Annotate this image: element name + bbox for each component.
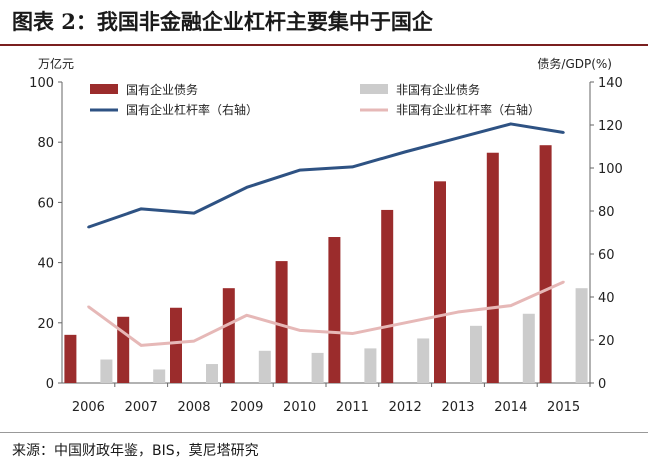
bar-non-soe-debt xyxy=(522,313,535,383)
chart-area: 0 20 40 60 80 100 0 20 40 60 80 100 120 140 万亿元 债务/GDP(… xyxy=(29,56,623,415)
point-non-soe-leverage xyxy=(456,310,460,314)
x-tick-label: 2010 xyxy=(283,400,316,415)
bar-non-soe-debt xyxy=(364,348,377,383)
bar-non-soe-debt xyxy=(311,352,324,383)
left-tick-label: 80 xyxy=(37,136,54,151)
right-tick-label: 120 xyxy=(598,119,623,134)
x-tick-label: 2006 xyxy=(72,400,105,415)
x-tick-label: 2007 xyxy=(125,400,158,415)
point-soe-leverage xyxy=(140,207,143,211)
bar-non-soe-debt xyxy=(417,338,430,383)
bar-non-soe-debt xyxy=(100,359,113,383)
bar-soe-debt xyxy=(170,307,182,383)
point-non-soe-leverage xyxy=(351,332,354,335)
right-tick-label: 60 xyxy=(598,248,615,263)
right-tick-label: 140 xyxy=(598,76,623,91)
legend-label: 国有企业债务 xyxy=(126,82,198,97)
legend-swatch xyxy=(90,84,118,94)
left-tick-label: 0 xyxy=(46,377,54,392)
bar-soe-debt xyxy=(64,334,77,383)
source-divider xyxy=(0,432,648,433)
point-soe-leverage xyxy=(456,136,460,140)
left-tick-label: 100 xyxy=(29,76,54,91)
bar-soe-debt xyxy=(381,209,394,383)
bar-non-soe-debt xyxy=(470,325,482,383)
bar-non-soe-debt xyxy=(153,369,166,383)
point-non-soe-leverage xyxy=(192,339,196,343)
point-non-soe-leverage xyxy=(87,305,90,308)
bar-soe-debt xyxy=(434,181,446,383)
left-axis-unit: 万亿元 xyxy=(38,56,74,71)
x-tick-label: 2012 xyxy=(389,400,422,415)
lines-group xyxy=(87,122,565,347)
left-tick-label: 60 xyxy=(37,196,54,211)
point-soe-leverage xyxy=(562,131,565,134)
x-tick-label: 2011 xyxy=(336,400,369,415)
point-soe-leverage xyxy=(298,168,301,172)
bar-non-soe-debt xyxy=(206,364,218,383)
point-soe-leverage xyxy=(192,211,196,215)
bar-non-soe-debt xyxy=(575,288,588,383)
legend-label: 非国有企业债务 xyxy=(396,82,480,97)
bars-group xyxy=(64,145,588,383)
right-tick-label: 40 xyxy=(598,291,615,306)
legend-label: 国有企业杠杆率（右轴） xyxy=(126,102,258,117)
line-soe-leverage xyxy=(87,122,564,229)
x-tick-label: 2014 xyxy=(494,400,527,415)
point-soe-leverage xyxy=(509,122,512,126)
bar-soe-debt xyxy=(117,316,130,383)
chart-title: 图表 2：我国非金融企业杠杆主要集中于国企 xyxy=(12,9,433,34)
point-soe-leverage xyxy=(87,225,90,229)
point-soe-leverage xyxy=(245,186,248,189)
point-non-soe-leverage xyxy=(140,344,143,347)
bar-soe-debt xyxy=(486,152,499,383)
point-soe-leverage xyxy=(351,165,354,169)
x-tick-label: 2015 xyxy=(547,400,580,415)
bar-soe-debt xyxy=(275,261,288,383)
point-non-soe-leverage xyxy=(245,314,248,317)
point-non-soe-leverage xyxy=(509,304,512,307)
right-tick-label: 80 xyxy=(598,205,615,220)
x-tick-label: 2009 xyxy=(230,400,263,415)
right-tick-label: 0 xyxy=(598,377,606,392)
bar-non-soe-debt xyxy=(258,350,271,383)
right-tick-label: 20 xyxy=(598,334,615,349)
left-tick-label: 40 xyxy=(37,257,54,272)
legend-swatch xyxy=(360,84,388,94)
line-non-soe-leverage xyxy=(87,280,565,347)
axes-group: 0 20 40 60 80 100 0 20 40 60 80 100 120 140 万亿元 债务/GDP(… xyxy=(29,56,623,415)
bar-soe-debt xyxy=(222,288,235,383)
x-tick-label: 2013 xyxy=(441,400,474,415)
point-non-soe-leverage xyxy=(562,280,565,284)
bar-soe-debt xyxy=(328,237,341,383)
right-tick-label: 100 xyxy=(598,162,623,177)
point-non-soe-leverage xyxy=(298,329,301,332)
left-tick-label: 20 xyxy=(37,317,54,332)
x-tick-label: 2008 xyxy=(177,400,210,415)
bar-soe-debt xyxy=(539,145,552,383)
legend-label: 非国有企业杠杆率（右轴） xyxy=(396,102,540,117)
right-axis-unit: 债务/GDP(%) xyxy=(537,56,612,71)
source-note: 来源：中国财政年鉴，BIS，莫尼塔研究 xyxy=(12,443,259,459)
title-divider xyxy=(0,44,648,46)
point-soe-leverage xyxy=(404,150,407,154)
point-non-soe-leverage xyxy=(404,321,407,324)
